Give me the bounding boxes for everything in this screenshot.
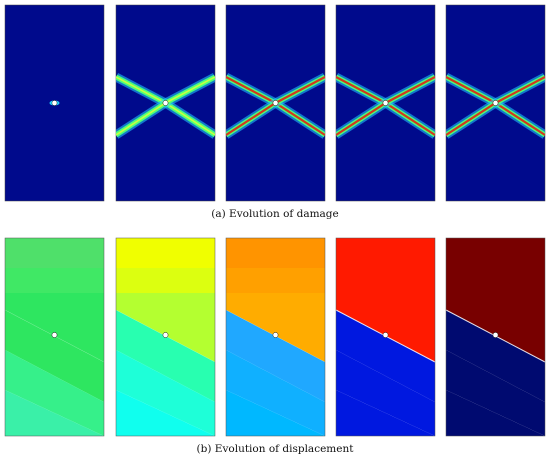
displacement-top-band	[336, 238, 435, 268]
displacement-bottom-band	[116, 310, 215, 402]
displacement-top-band	[446, 238, 545, 268]
hole-marker	[51, 332, 58, 338]
damage-panel-2	[115, 4, 216, 202]
displacement-bottom-band	[116, 350, 215, 436]
hole-marker	[382, 332, 389, 338]
displacement-top-band	[5, 268, 104, 293]
displacement-bottom-band	[446, 390, 545, 436]
damage-panel-3	[225, 4, 326, 202]
displacement-panel-5	[445, 237, 546, 437]
displacement-frame	[225, 237, 326, 437]
displacement-top-band	[226, 238, 325, 268]
displacement-bottom-band	[116, 390, 215, 436]
displacement-panel-2	[115, 237, 216, 437]
displacement-top-band	[226, 268, 325, 293]
displacement-top-band	[446, 268, 545, 293]
displacement-top-band	[336, 293, 435, 362]
displacement-frame	[335, 237, 436, 437]
displacement-top-band	[5, 238, 104, 268]
displacement-top-band	[446, 293, 545, 362]
displacement-bottom-band	[5, 310, 104, 402]
hole-marker	[492, 100, 499, 106]
hole-marker	[162, 100, 169, 106]
displacement-frame	[115, 237, 216, 437]
displacement-bottom-band	[226, 310, 325, 402]
displacement-bottom-band	[336, 310, 435, 402]
displacement-bottom-band	[336, 350, 435, 436]
hole-marker	[51, 100, 58, 106]
displacement-bottom-band	[5, 350, 104, 436]
damage-panel-4	[335, 4, 436, 202]
displacement-bottom-band	[226, 390, 325, 436]
displacement-bottom-band	[446, 350, 545, 436]
hole-marker	[272, 100, 279, 106]
displacement-bottom-band	[446, 310, 545, 402]
hole-marker	[382, 100, 389, 106]
displacement-top-band	[5, 293, 104, 362]
displacement-top-band	[336, 268, 435, 293]
displacement-bottom-band	[226, 350, 325, 436]
displacement-top-band	[226, 293, 325, 362]
damage-panel-5	[445, 4, 546, 202]
displacement-top-band	[116, 268, 215, 293]
displacement-bottom-band	[336, 390, 435, 436]
damage-panel-1	[4, 4, 105, 202]
displacement-bottom-band	[5, 390, 104, 436]
hole-marker	[162, 332, 169, 338]
displacement-top-band	[116, 293, 215, 362]
displacement-panel-4	[335, 237, 436, 437]
displacement-panel-3	[225, 237, 326, 437]
displacement-frame	[445, 237, 546, 437]
caption-displacement: (b) Evolution of displacement	[196, 443, 354, 455]
hole-marker	[272, 332, 279, 338]
displacement-frame	[4, 237, 105, 437]
hole-marker	[492, 332, 499, 338]
displacement-top-band	[116, 238, 215, 268]
displacement-panel-1	[4, 237, 105, 437]
caption-damage: (a) Evolution of damage	[211, 208, 339, 220]
